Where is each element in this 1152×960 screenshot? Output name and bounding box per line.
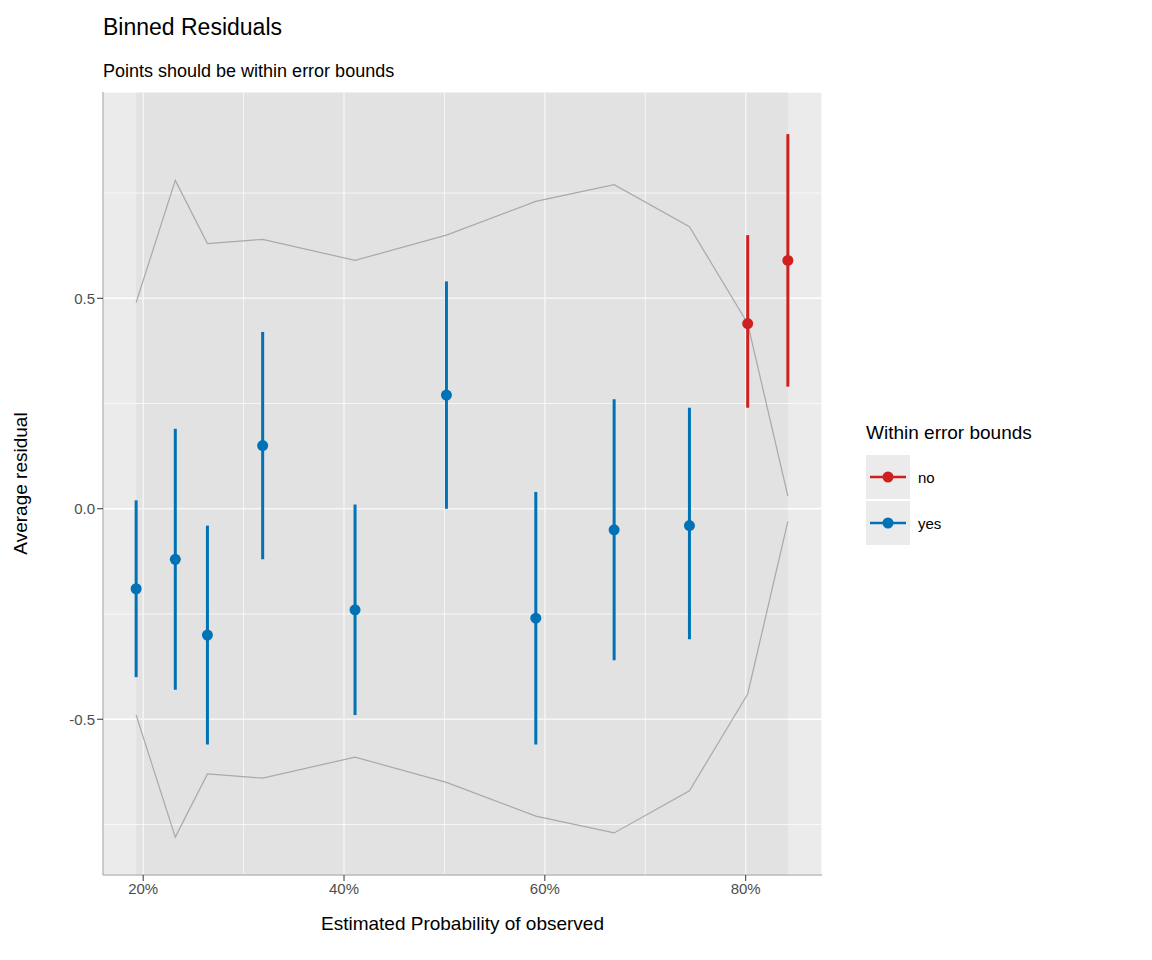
svg-text:40%: 40% [329, 880, 359, 897]
svg-text:Average residual: Average residual [10, 412, 31, 554]
svg-text:80%: 80% [731, 880, 761, 897]
svg-text:0.0: 0.0 [74, 500, 95, 517]
html-text:no: no [918, 468, 935, 486]
svg-text:Estimated Probability of obser: Estimated Probability of observed [321, 913, 604, 934]
html-text:yes: yes [918, 514, 942, 532]
svg-text:-0.5: -0.5 [69, 711, 95, 728]
html-text:Points should be within error: Points should be within error bounds [103, 61, 395, 81]
svg-text:0.5: 0.5 [74, 290, 95, 307]
svg-text:60%: 60% [530, 880, 560, 897]
html-text:Within error bounds: Within error bounds [866, 422, 1032, 443]
svg-text:20%: 20% [128, 880, 158, 897]
html-text:Binned Residuals: Binned Residuals [103, 14, 282, 40]
